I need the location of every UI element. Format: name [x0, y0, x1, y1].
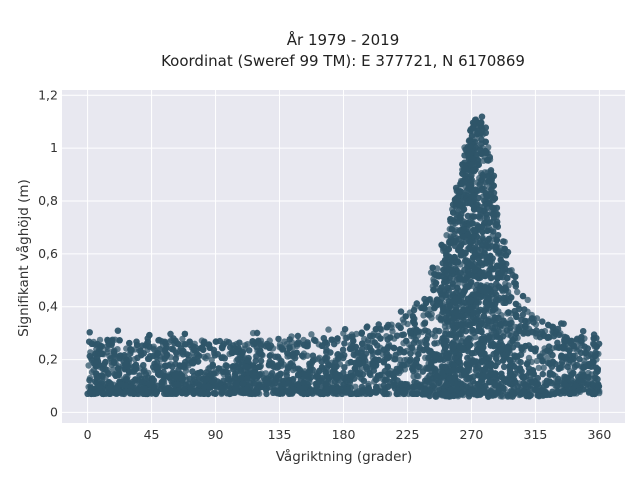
data-point: [396, 356, 404, 363]
data-point: [172, 355, 179, 362]
data-point: [408, 344, 416, 351]
data-point: [339, 346, 347, 353]
data-point: [415, 373, 422, 380]
data-point: [352, 383, 359, 390]
data-point: [536, 353, 543, 360]
data-point: [464, 354, 471, 362]
data-point: [341, 340, 348, 347]
data-point: [535, 364, 542, 372]
data-point: [389, 328, 396, 335]
data-point: [244, 341, 251, 348]
data-point: [318, 358, 325, 365]
data-point: [195, 352, 203, 360]
data-point: [85, 362, 92, 369]
data-point: [275, 335, 282, 343]
data-point: [509, 393, 516, 400]
data-point: [486, 354, 493, 361]
data-point: [323, 354, 331, 362]
data-point: [487, 167, 495, 174]
data-point: [274, 353, 282, 360]
data-point: [539, 370, 546, 378]
data-point: [431, 340, 438, 347]
data-point: [262, 370, 269, 377]
data-point: [540, 364, 547, 371]
data-point: [424, 311, 431, 318]
data-point: [104, 349, 111, 356]
data-point: [308, 331, 315, 338]
data-point: [253, 329, 261, 337]
data-point: [125, 369, 133, 376]
data-point: [364, 323, 371, 330]
data-point: [294, 332, 302, 340]
data-point: [432, 327, 439, 334]
data-point: [592, 374, 599, 382]
data-point: [343, 334, 350, 342]
data-point: [330, 390, 337, 397]
data-point: [444, 284, 451, 291]
data-point: [478, 113, 486, 120]
data-point: [514, 288, 521, 296]
data-point: [524, 296, 531, 304]
data-point: [208, 356, 215, 364]
data-point: [111, 358, 118, 365]
data-point: [86, 329, 93, 336]
data-point: [286, 336, 293, 343]
data-point: [179, 335, 186, 343]
data-point: [580, 328, 587, 335]
data-point: [114, 327, 122, 334]
data-point: [200, 353, 208, 360]
data-point: [325, 326, 332, 333]
data-point: [283, 368, 290, 376]
data-point: [400, 319, 408, 326]
data-point: [521, 306, 528, 313]
